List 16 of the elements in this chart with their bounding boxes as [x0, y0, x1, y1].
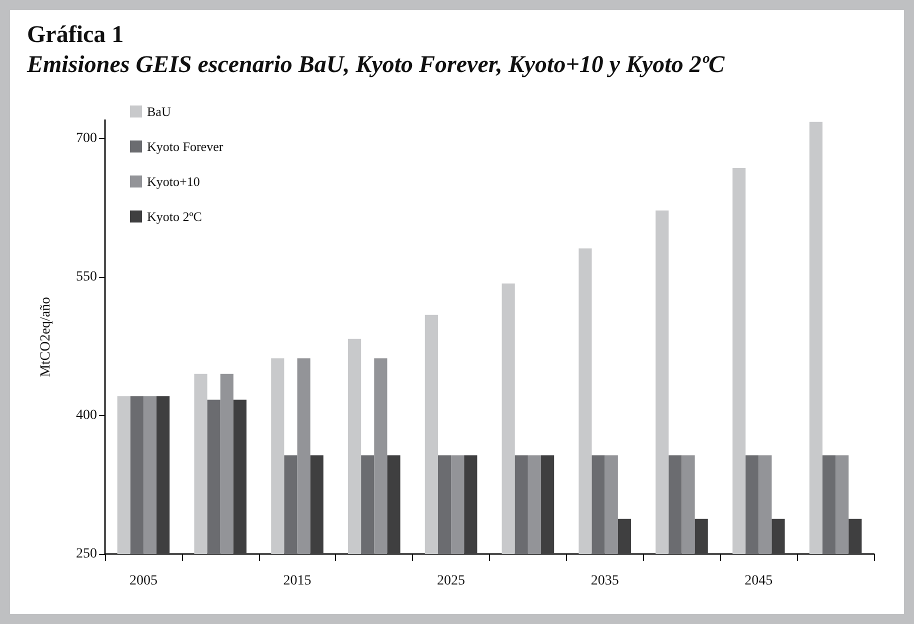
- y-tick-label: 700: [76, 130, 97, 146]
- y-axis-title: MtCO2eq/año: [38, 296, 54, 378]
- legend-label: Kyoto 2ºC: [147, 209, 202, 224]
- legend-label: Kyoto+10: [147, 174, 200, 189]
- legend-label: Kyoto Forever: [147, 139, 224, 154]
- x-tick-label: 2005: [129, 574, 158, 588]
- chart-title: Gráfica 1: [27, 22, 124, 48]
- x-tick-label: 2035: [590, 574, 619, 588]
- x-tick-label: 2025: [437, 574, 466, 588]
- x-tick-label: 2045: [744, 574, 773, 588]
- y-tick-label: 250: [76, 546, 97, 562]
- y-tick-label: 550: [76, 269, 97, 284]
- y-tick-label: 400: [76, 408, 97, 423]
- legend-label: BaU: [147, 104, 172, 119]
- chart-subtitle: Emisiones GEIS escenario BaU, Kyoto Forever, Kyoto+10 y Kyoto 2ºC: [26, 52, 726, 78]
- x-tick-label: 2015: [283, 574, 312, 588]
